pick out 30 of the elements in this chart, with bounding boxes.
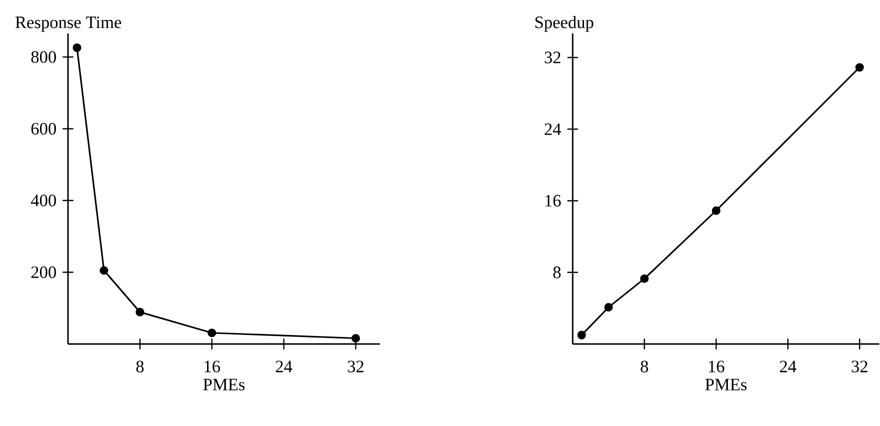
- point: [712, 206, 720, 215]
- x-tick-label: 24: [780, 360, 796, 372]
- x-tick-label: 8: [136, 360, 144, 372]
- x-tick-label: 16: [709, 360, 724, 372]
- x-tick-label: 32: [348, 360, 364, 372]
- point: [351, 334, 360, 343]
- y-tick-label: 600: [31, 122, 56, 135]
- x-tick-label: 32: [852, 360, 868, 372]
- point: [72, 43, 82, 52]
- point: [577, 330, 586, 340]
- point: [136, 308, 144, 316]
- point: [100, 266, 108, 275]
- point: [855, 63, 864, 72]
- point: [640, 274, 649, 283]
- y-tick-label: 24: [544, 123, 562, 135]
- y-tick-label: 200: [31, 266, 56, 278]
- x-tick-label: 8: [640, 360, 648, 372]
- x-tick-label: 16: [204, 360, 220, 372]
- y-tick-label: 400: [30, 194, 56, 206]
- y-tick-label: 8: [553, 266, 561, 278]
- y-tick-label: 16: [545, 194, 561, 207]
- y-axis-title: Speedup: [535, 16, 594, 32]
- y-tick-label: 800: [31, 51, 56, 63]
- y-axis-title: Response Time: [15, 16, 122, 32]
- x-axis-title: PMEs: [203, 378, 245, 390]
- y-tick-label: 32: [544, 52, 560, 64]
- point: [208, 328, 216, 338]
- x-axis-title: PMEs: [705, 378, 747, 390]
- x-tick-label: 24: [276, 360, 292, 372]
- point: [604, 303, 613, 312]
